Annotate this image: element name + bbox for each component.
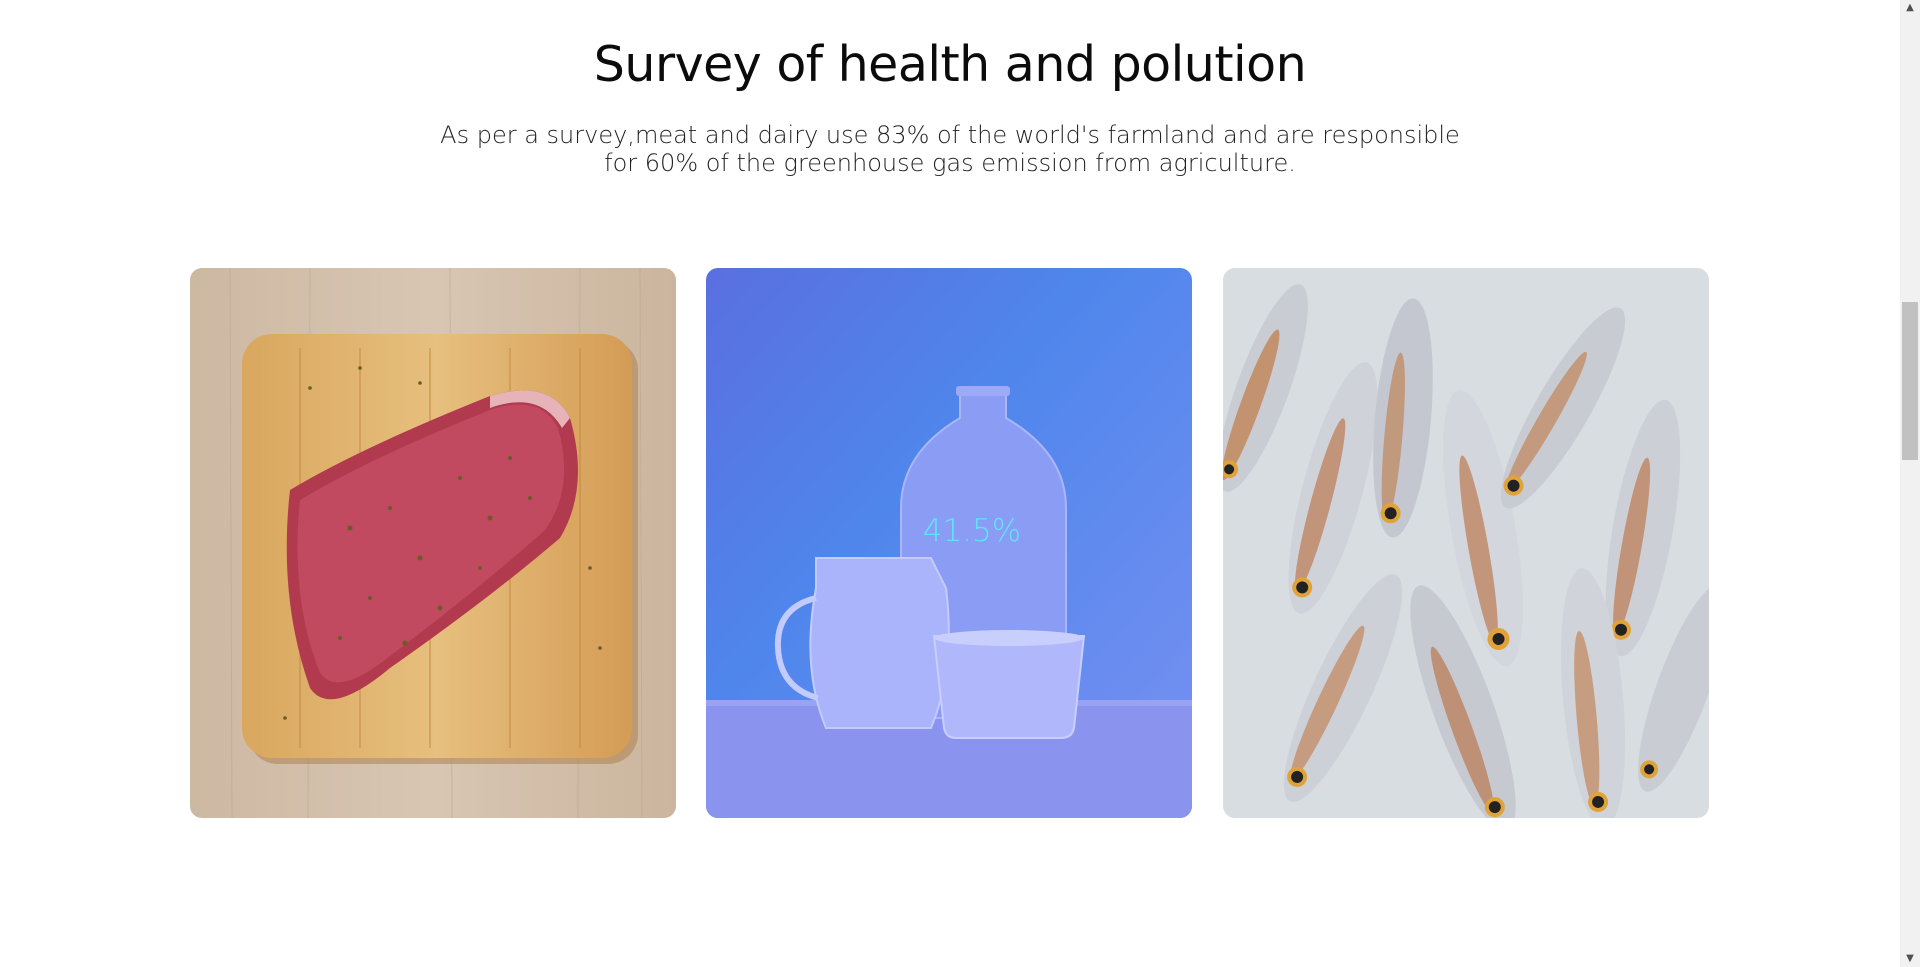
fish-card[interactable] (1223, 268, 1709, 818)
scroll-thumb[interactable] (1902, 302, 1918, 460)
meat-card[interactable] (190, 268, 676, 818)
dairy-percentage: 41.5% (922, 513, 1022, 549)
lead-line-2: for 60% of the greenhouse gas emission f… (604, 149, 1296, 177)
lead-line-1: As per a survey,meat and dairy use 83% o… (440, 121, 1460, 149)
scroll-down-arrow-icon[interactable]: ▼ (1906, 953, 1914, 964)
scroll-up-arrow-icon[interactable]: ▲ (1906, 2, 1914, 13)
dairy-image (706, 268, 1192, 818)
fish-image (1223, 268, 1709, 818)
section-title: Survey of health and polution (593, 36, 1307, 93)
section-lead: As per a survey,meat and dairy use 83% o… (440, 121, 1460, 177)
dairy-card[interactable]: 41.5% (706, 268, 1192, 818)
vertical-scrollbar[interactable]: ▲ ▼ (1900, 0, 1920, 967)
meat-image (190, 268, 676, 818)
